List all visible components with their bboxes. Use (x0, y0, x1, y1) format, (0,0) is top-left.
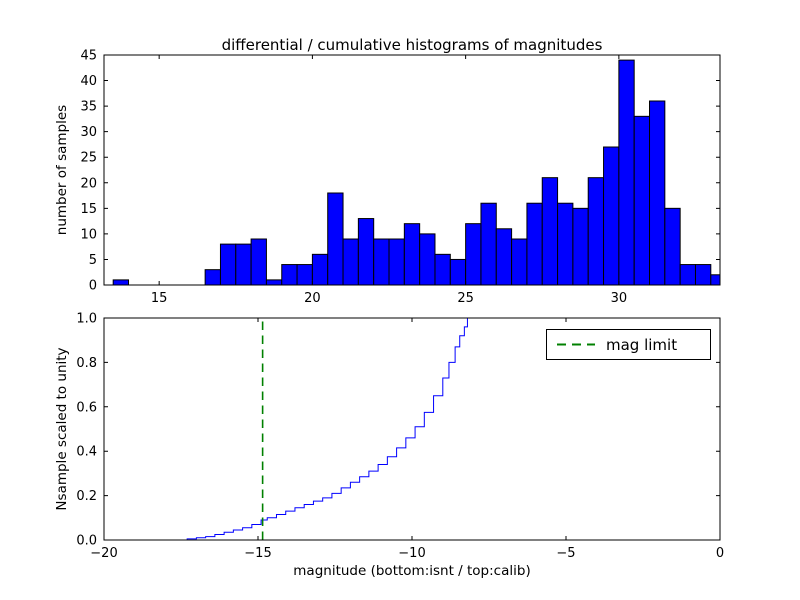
histogram-bar (465, 223, 482, 285)
legend-dash-icon (557, 343, 595, 346)
y-tick-label: 25 (80, 151, 97, 166)
x-tick-label: 20 (304, 291, 321, 306)
histogram-bar (373, 238, 390, 285)
histogram-bar (204, 269, 221, 285)
histogram-bar (587, 177, 605, 285)
histogram-bar (449, 258, 467, 285)
chart-title: differential / cumulative histograms of … (221, 36, 603, 54)
y-tick-label: 30 (80, 125, 97, 140)
y-tick-label: 0.2 (76, 489, 97, 504)
plot-area (177, 318, 474, 540)
y-tick-label: 1.0 (76, 312, 97, 327)
x-tick-label: 0 (716, 546, 724, 561)
histogram-bar (633, 115, 651, 285)
histogram-bar (250, 238, 267, 285)
histogram-bar (541, 177, 559, 285)
histogram-bar (526, 202, 543, 285)
histogram-bar (649, 100, 666, 285)
histogram-bar (311, 253, 329, 285)
y-tick-label: 0.0 (76, 534, 97, 549)
y-tick-label: 5 (89, 253, 97, 268)
x-tick-label: 15 (151, 291, 168, 306)
bottom-y-axis-label: Nsample scaled to unity (54, 347, 70, 511)
axes-border (103, 54, 721, 286)
histogram-bar (342, 238, 359, 285)
histogram-bar (219, 243, 237, 285)
histogram-bar (618, 59, 635, 285)
y-tick-label: 0.4 (76, 445, 97, 460)
histogram-bar (388, 238, 405, 285)
legend-label: mag limit (606, 335, 678, 354)
y-tick-label: 0 (89, 279, 97, 294)
histogram-bar (112, 279, 130, 285)
histogram-bar (434, 253, 451, 285)
histogram-bar (480, 202, 497, 285)
histogram-bar (572, 207, 589, 285)
y-tick-label: 15 (80, 202, 97, 217)
y-tick-label: 10 (80, 227, 97, 242)
plot-area (112, 59, 720, 285)
histogram-bar (357, 218, 375, 285)
histogram-bar (296, 264, 313, 285)
histogram-bar (419, 233, 436, 285)
y-tick-label: 0.8 (76, 356, 97, 371)
y-tick-label: 35 (80, 100, 97, 115)
y-tick-label: 0.6 (76, 400, 97, 415)
cumulative-step-line (177, 318, 474, 540)
legend: mag limit (546, 329, 711, 360)
y-tick-label: 40 (80, 74, 97, 89)
histogram-bar (327, 192, 344, 285)
histogram-bar (403, 223, 421, 285)
y-tick-label: 20 (80, 176, 97, 191)
histogram-bar (265, 279, 283, 285)
x-tick-label: 30 (611, 291, 628, 306)
x-tick-label: −5 (556, 546, 575, 561)
x-tick-label: 25 (457, 291, 474, 306)
y-tick-label: 45 (80, 49, 97, 64)
histogram-bar (664, 207, 681, 285)
histogram-bar (511, 238, 528, 285)
histogram-bar (603, 146, 620, 285)
histogram-bar (557, 202, 574, 285)
x-tick-label: −20 (90, 546, 117, 561)
x-tick-label: −10 (398, 546, 425, 561)
x-tick-label: −15 (244, 546, 271, 561)
x-axis-label: magnitude (bottom:isnt / top:calib) (293, 563, 531, 579)
histogram-bar (710, 274, 720, 285)
histogram-bar (281, 264, 298, 285)
histogram-bar (235, 243, 252, 285)
histogram-bar (694, 264, 712, 285)
histogram-bar (495, 228, 513, 285)
top-y-axis-label: number of samples (54, 104, 70, 236)
histogram-bar (679, 264, 696, 285)
